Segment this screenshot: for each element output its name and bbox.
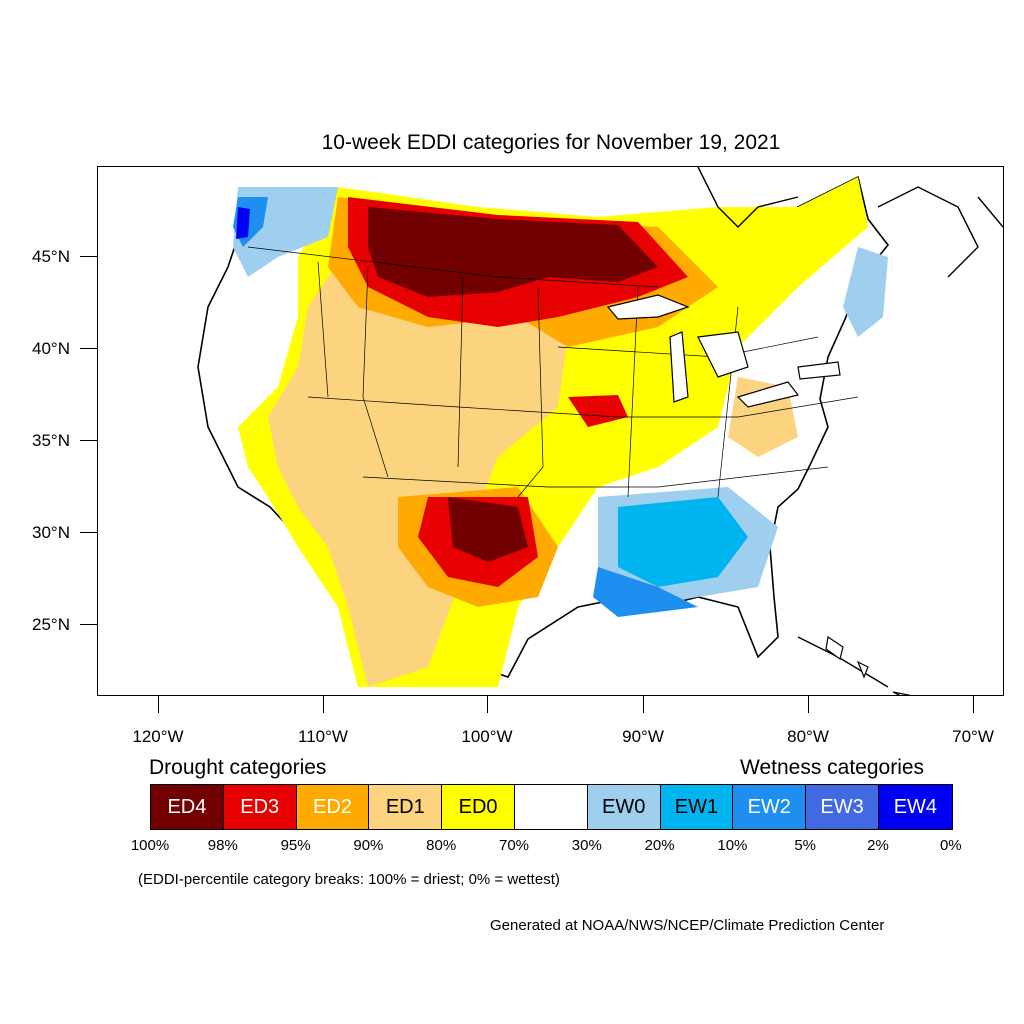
lon-label-100: 100°W (461, 727, 513, 746)
ew-region-southeast-ew2 (593, 567, 698, 617)
legend-break-label: 2% (867, 837, 889, 854)
legend-break-label: 90% (353, 837, 384, 854)
lon-label-80: 80°W (787, 727, 829, 746)
legend-cell-ew3: EW3 (806, 785, 879, 829)
ew-region-northwest-ew4 (236, 207, 250, 239)
legend-break-label: 80% (426, 837, 457, 854)
great-lakes (606, 294, 841, 408)
legend-break-label: 70% (498, 837, 530, 854)
drought-heading: Drought categories (149, 756, 327, 779)
legend-break-label: 100% (130, 837, 170, 854)
lon-tick (973, 696, 974, 713)
lat-tick (80, 624, 97, 625)
lat-label-40: 40°N (32, 339, 70, 358)
legend-cell-ed0: ED0 (442, 785, 515, 829)
ew-region-southeast-ew1 (618, 497, 748, 587)
lat-tick (80, 440, 97, 441)
legend-cell-normal (514, 785, 588, 829)
lat-label-45: 45°N (32, 247, 70, 266)
lat-tick (80, 348, 97, 349)
wetness-heading: Wetness categories (740, 756, 925, 779)
map-title: 10-week EDDI categories for November 19,… (321, 131, 781, 154)
category-note: (EDDI-percentile category breaks: 100% =… (138, 871, 560, 888)
legend-cell-ed3: ED3 (223, 785, 297, 829)
lon-label-110: 110°W (298, 727, 348, 746)
lon-label-70: 70°W (952, 727, 994, 746)
legend-cell-ew0: EW0 (587, 785, 661, 829)
legend-bar: ED4 ED3 ED2 ED1 ED0 EW0 EW1 EW2 EW3 EW4 (150, 784, 953, 830)
lon-tick (158, 696, 159, 713)
legend-break-label: 95% (280, 837, 311, 854)
ed1-region (268, 247, 568, 687)
legend-break-label: 30% (571, 837, 602, 854)
coastline-fragments (697, 167, 1003, 688)
bahamas (825, 635, 911, 695)
legend-cell-ed1: ED1 (369, 785, 443, 829)
conus-map-graphic (197, 167, 1003, 695)
state-boundaries (247, 246, 859, 498)
lon-tick (808, 696, 809, 713)
lat-tick (80, 256, 97, 257)
lat-label-25: 25°N (32, 615, 70, 634)
legend-break-label: 98% (207, 837, 238, 854)
legend-cell-ew1: EW1 (660, 785, 734, 829)
ed3-region-iowa (568, 395, 628, 427)
legend-cell-ew2: EW2 (733, 785, 807, 829)
lon-tick (487, 696, 488, 713)
ed4-region-south (448, 497, 528, 562)
lon-tick (323, 696, 324, 713)
ed4-region (368, 207, 658, 297)
lon-tick (643, 696, 644, 713)
credit-line: Generated at NOAA/NWS/NCEP/Climate Predi… (490, 917, 885, 934)
legend-break-label: 5% (794, 837, 817, 854)
legend-break-label: 0% (939, 837, 962, 854)
legend-cell-ed2: ED2 (296, 785, 370, 829)
legend-cell-ed4: ED4 (151, 785, 224, 829)
legend-cell-ew4: EW4 (878, 785, 952, 829)
lat-label-30: 30°N (32, 523, 70, 542)
lon-label-120: 120°W (132, 727, 184, 746)
ew-region-northeast (843, 247, 888, 337)
eddi-map (97, 166, 1004, 696)
legend-break-label: 10% (717, 837, 748, 854)
lat-label-35: 35°N (32, 431, 70, 450)
lat-tick (80, 532, 97, 533)
legend-break-label: 20% (644, 837, 675, 854)
lon-label-90: 90°W (622, 727, 664, 746)
